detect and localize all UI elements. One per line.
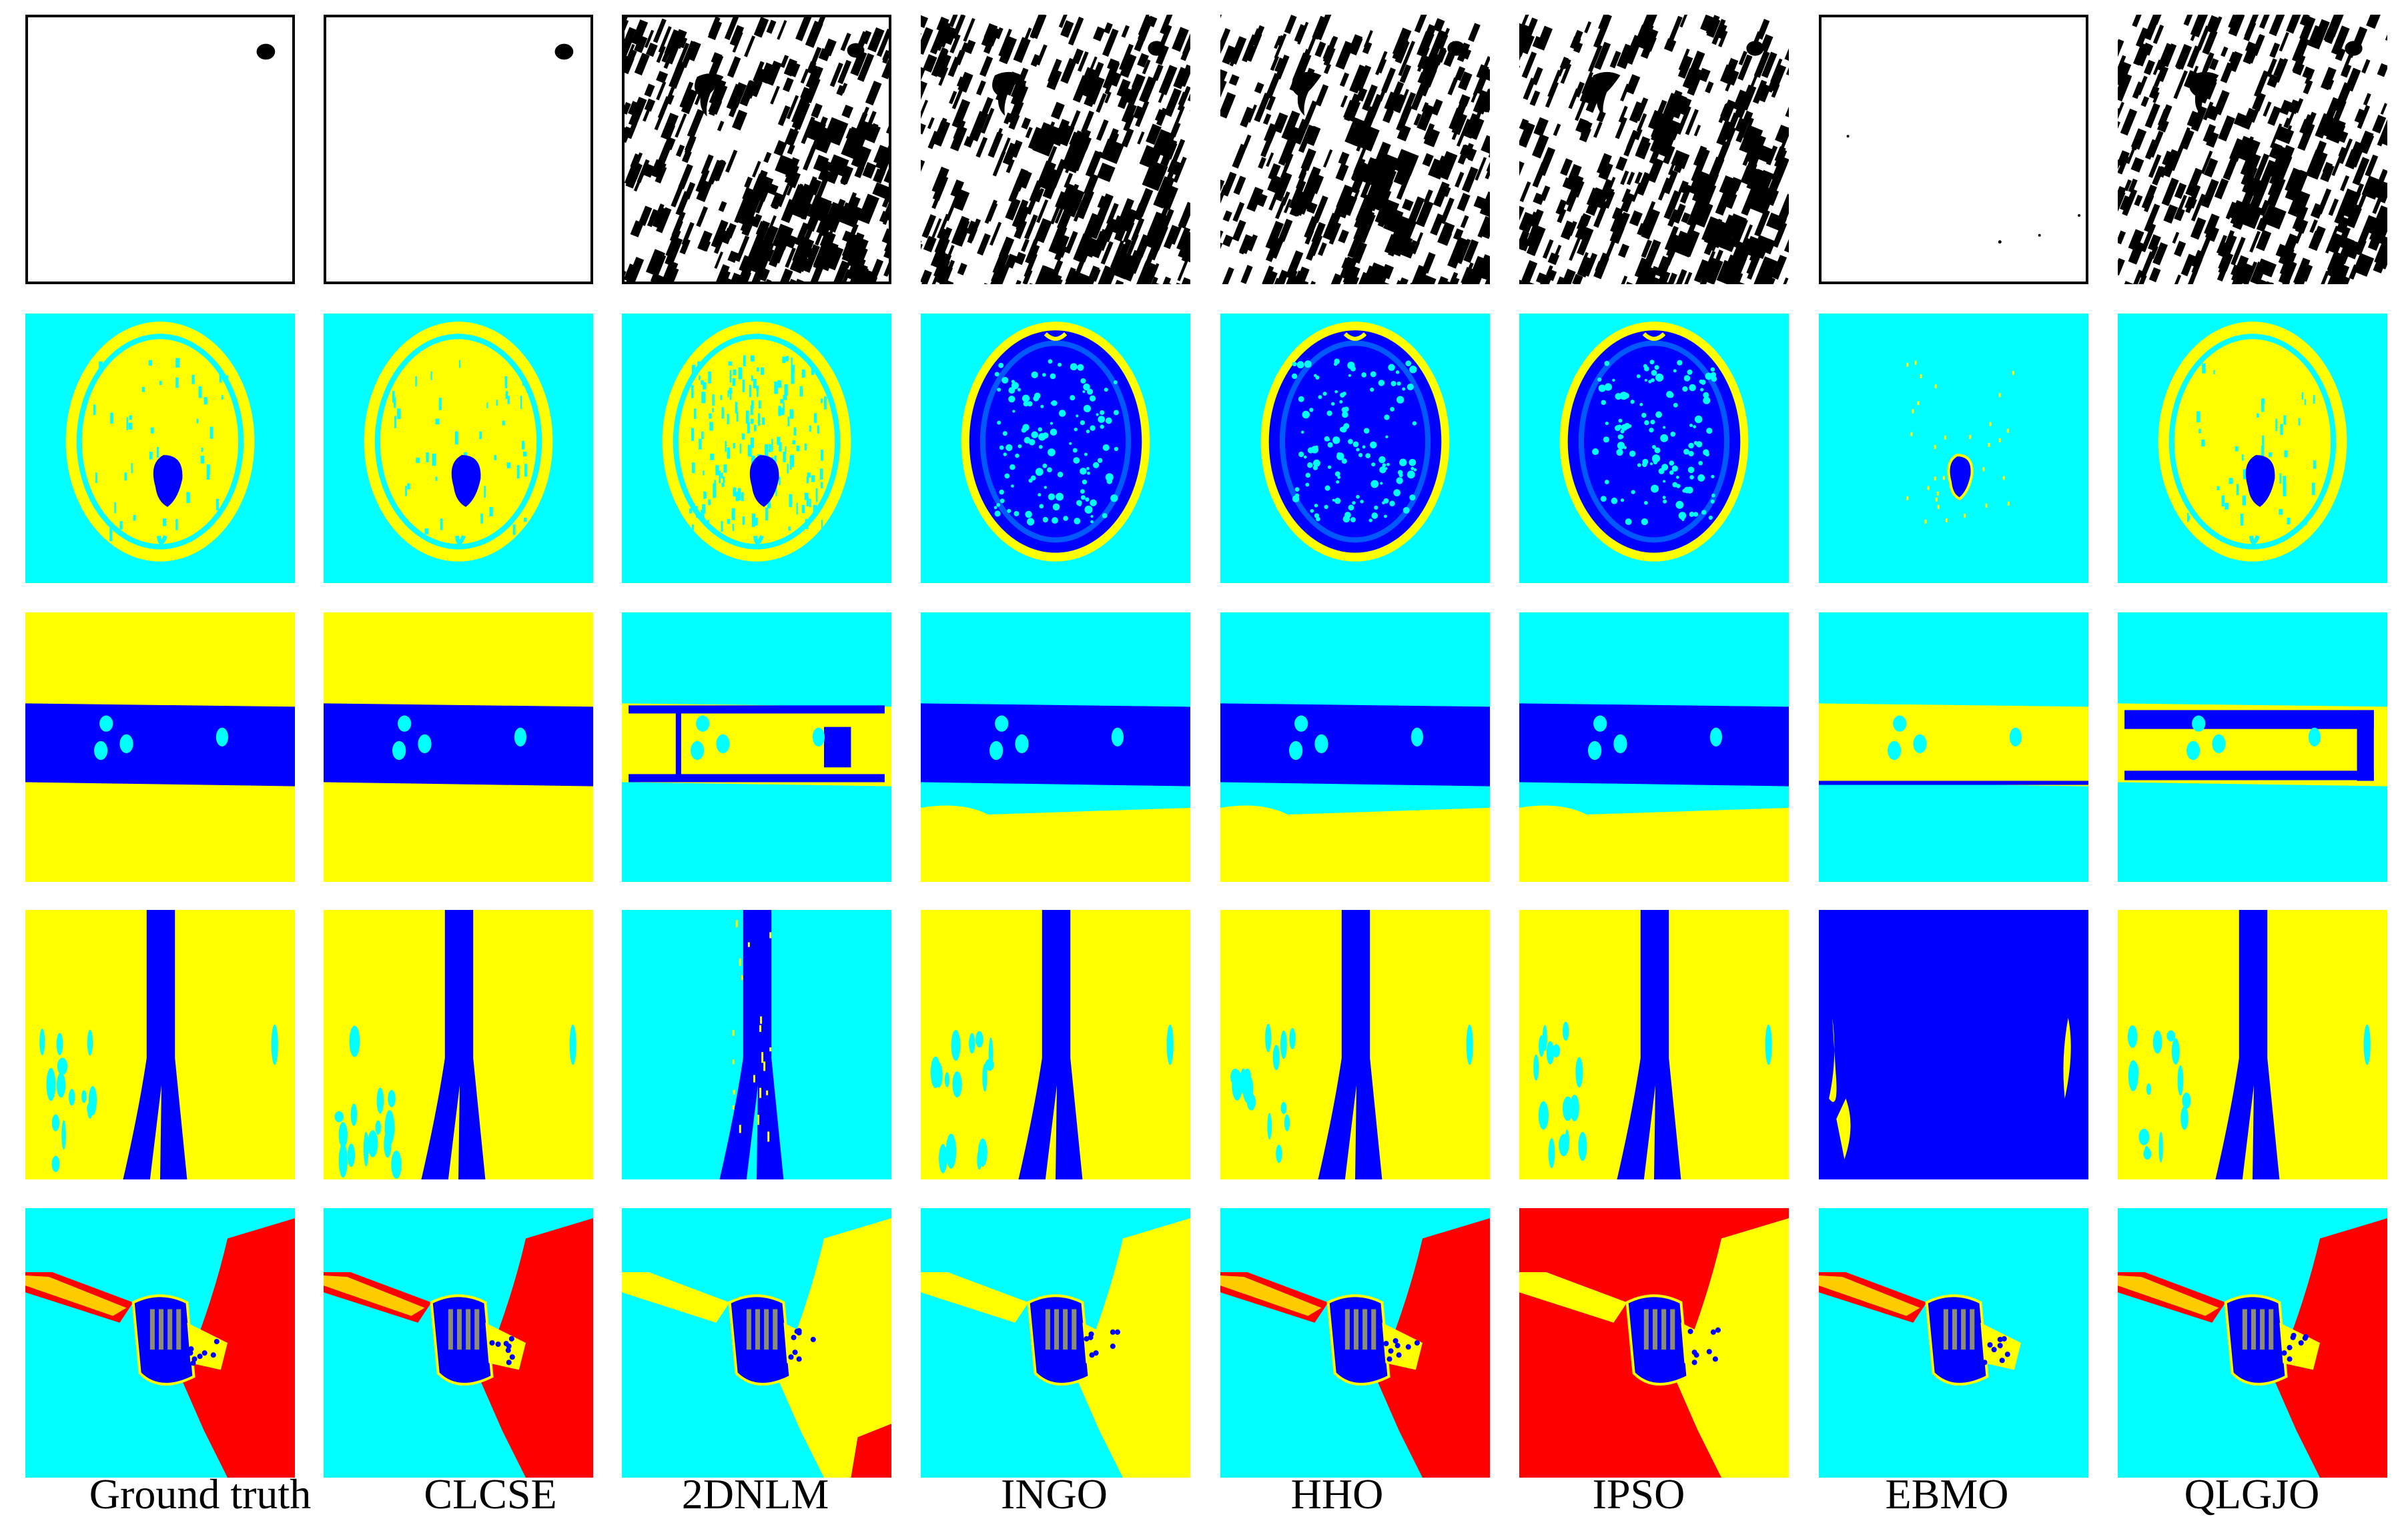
segmentation-image	[1819, 314, 2088, 583]
segmentation-image	[1819, 910, 2088, 1179]
method-caption: EBMO	[1885, 1470, 2009, 1518]
segmentation-image	[921, 1208, 1190, 1478]
segmentation-image	[921, 15, 1190, 284]
tile-noise-texture-ebmo	[1819, 15, 2088, 284]
segmentation-image	[1819, 1208, 2088, 1478]
tile-band-ebmo	[1819, 612, 2088, 882]
tile-tool-2dnlm	[622, 1208, 891, 1478]
tile-tool-hho	[1220, 1208, 1490, 1478]
segmentation-image	[1519, 1208, 1789, 1478]
tile-band-hho	[1220, 612, 1490, 882]
segmentation-image	[1519, 314, 1789, 583]
tile-noise-texture-hho	[1220, 15, 1490, 284]
segmentation-image	[324, 314, 593, 583]
tile-brain-mri-clcse	[324, 314, 593, 583]
method-caption: IPSO	[1592, 1470, 1685, 1518]
segmentation-image	[622, 910, 891, 1179]
segmentation-image	[1220, 15, 1490, 284]
segmentation-image	[326, 17, 590, 282]
tile-brain-mri-ingo	[921, 314, 1190, 583]
segmentation-image	[2118, 612, 2387, 882]
segmentation-image	[1519, 910, 1789, 1179]
tile-tool-ipso	[1519, 1208, 1789, 1478]
segmentation-image	[324, 910, 593, 1179]
method-caption: 2DNLM	[681, 1470, 829, 1518]
method-caption: QLGJO	[2184, 1470, 2320, 1518]
segmentation-image	[25, 314, 295, 583]
segmentation-image	[921, 314, 1190, 583]
tile-brain-mri-2dnlm	[622, 314, 891, 583]
segmentation-image	[1220, 1208, 1490, 1478]
tile-tool-ground-truth	[25, 1208, 295, 1478]
method-caption: HHO	[1290, 1470, 1384, 1518]
tile-vertical-strip-ebmo	[1819, 910, 2088, 1179]
tile-vertical-strip-ingo	[921, 910, 1190, 1179]
tile-vertical-strip-clcse	[324, 910, 593, 1179]
tile-noise-texture-2dnlm	[622, 15, 891, 284]
tile-noise-texture-ingo	[921, 15, 1190, 284]
segmentation-image	[1220, 314, 1490, 583]
tile-band-ground-truth	[25, 612, 295, 882]
segmentation-image	[1819, 612, 2088, 882]
segmentation-image	[2118, 15, 2387, 284]
segmentation-image	[1220, 910, 1490, 1179]
segmentation-image	[622, 314, 891, 583]
segmentation-image	[2118, 314, 2387, 583]
segmentation-image	[622, 1208, 891, 1478]
tile-tool-ebmo	[1819, 1208, 2088, 1478]
segmentation-image	[25, 1208, 295, 1478]
segmentation-image	[2118, 910, 2387, 1179]
tile-noise-texture-ipso	[1519, 15, 1789, 284]
tile-band-clcse	[324, 612, 593, 882]
segmentation-image	[28, 17, 292, 282]
tile-noise-texture-clcse	[324, 15, 593, 284]
segmentation-image	[625, 17, 889, 282]
tile-brain-mri-ebmo	[1819, 314, 2088, 583]
tile-tool-qlgjo	[2118, 1208, 2387, 1478]
tile-vertical-strip-2dnlm	[622, 910, 891, 1179]
tile-band-ipso	[1519, 612, 1789, 882]
tile-brain-mri-ground-truth	[25, 314, 295, 583]
segmentation-image	[25, 612, 295, 882]
tile-vertical-strip-hho	[1220, 910, 1490, 1179]
tile-tool-clcse	[324, 1208, 593, 1478]
tile-tool-ingo	[921, 1208, 1190, 1478]
segmentation-image	[2118, 1208, 2387, 1478]
tile-vertical-strip-ipso	[1519, 910, 1789, 1179]
tile-band-ingo	[921, 612, 1190, 882]
segmentation-image	[1822, 17, 2086, 282]
segmentation-image	[1519, 15, 1789, 284]
segmentation-image	[1519, 612, 1789, 882]
segmentation-image	[324, 1208, 593, 1478]
tile-band-2dnlm	[622, 612, 891, 882]
segmentation-image	[1220, 612, 1490, 882]
tile-noise-texture-ground-truth	[25, 15, 295, 284]
segmentation-image	[921, 910, 1190, 1179]
method-caption: Ground truth	[89, 1470, 312, 1518]
segmentation-image	[25, 910, 295, 1179]
segmentation-image	[622, 612, 891, 882]
tile-brain-mri-qlgjo	[2118, 314, 2387, 583]
tile-noise-texture-qlgjo	[2118, 15, 2387, 284]
segmentation-image	[921, 612, 1190, 882]
method-caption: INGO	[1001, 1470, 1108, 1518]
segmentation-image	[324, 612, 593, 882]
tile-brain-mri-ipso	[1519, 314, 1789, 583]
tile-brain-mri-hho	[1220, 314, 1490, 583]
tile-vertical-strip-qlgjo	[2118, 910, 2387, 1179]
tile-band-qlgjo	[2118, 612, 2387, 882]
tile-vertical-strip-ground-truth	[25, 910, 295, 1179]
method-caption: CLCSE	[424, 1470, 557, 1518]
